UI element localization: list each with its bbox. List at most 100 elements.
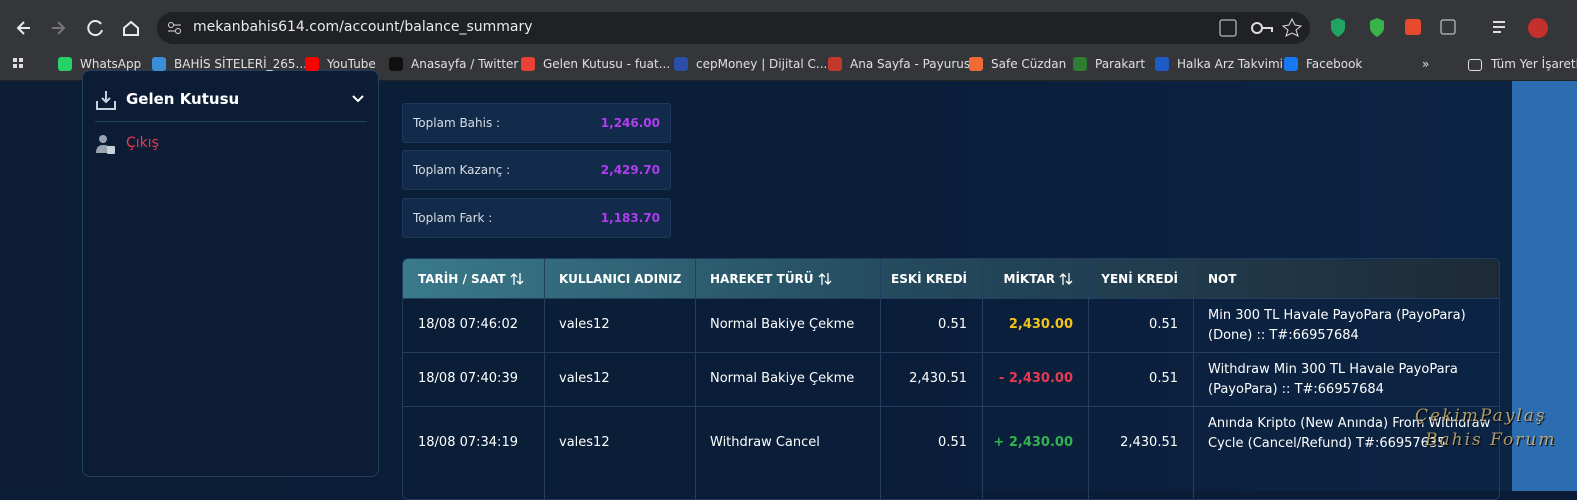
bookmark-icon <box>389 57 403 71</box>
browser-toolbar: mekanbahis614.com/account/balance_summar… <box>0 0 1577 50</box>
table-header: TARİH / SAAT KULLANICI ADINIZ HAREKET TÜRÜ… <box>403 259 1499 298</box>
cell: 2,430.51 <box>1120 435 1178 450</box>
bookmark-icon <box>152 57 166 71</box>
bookmark-icon <box>1073 57 1087 71</box>
summary-label: Toplam Bahis : <box>413 116 501 130</box>
inbox-icon <box>96 91 116 110</box>
note-cell: Min 300 TL Havale PayoPara (PayoPara) (D… <box>1208 308 1466 343</box>
toolbar-icons[interactable] <box>1215 14 1577 42</box>
summary-box: Toplam Fark : 1,183.70 <box>402 198 671 238</box>
column-header[interactable]: HAREKET TÜRÜ <box>710 272 832 286</box>
summary-label: Toplam Kazanç : <box>413 163 511 177</box>
bookmark-icon <box>674 57 688 71</box>
cell: vales12 <box>559 371 610 386</box>
header-label: HAREKET TÜRÜ <box>710 272 814 286</box>
column-header: KULLANICI ADINIZ <box>559 272 681 286</box>
side-strip <box>1512 81 1577 491</box>
menu-item[interactable]: Çıkış <box>126 135 159 151</box>
bookmark[interactable]: Halka Arz Takvimi <box>1177 57 1283 71</box>
header-label: MİKTAR <box>1003 272 1056 286</box>
cell: 0.51 <box>938 317 967 332</box>
column-divider <box>1088 259 1089 499</box>
bookmark[interactable]: Facebook <box>1306 57 1363 71</box>
watermark: ÇekimPaylaş Bahis Forum <box>1415 404 1556 452</box>
bookmark-icon <box>58 57 72 71</box>
address-bar[interactable] <box>157 12 1310 44</box>
summary-label: Toplam Fark : <box>413 211 493 225</box>
cell: 18/08 07:40:39 <box>418 371 518 386</box>
header-label: YENİ KREDİ <box>1101 272 1178 286</box>
column-header[interactable]: MİKTAR <box>1004 272 1074 286</box>
cell: Normal Bakiye Çekme <box>710 371 855 386</box>
bookmark-icon <box>828 57 842 71</box>
cell: 0.51 <box>1149 371 1178 386</box>
all-bookmarks[interactable]: Tüm Yer İşaretl <box>1491 57 1577 71</box>
header-label: TARİH / SAAT <box>418 272 506 286</box>
bookmark[interactable]: Ana Sayfa - Payurus <box>850 57 971 71</box>
bookmark[interactable]: Safe Cüzdan <box>991 57 1067 71</box>
cell: 0.51 <box>938 435 967 450</box>
cell: 18/08 07:46:02 <box>418 317 518 332</box>
note-cell: Anında Kripto (New Anında) From Withdraw… <box>1208 416 1491 451</box>
header-label: NOT <box>1208 272 1237 286</box>
watermark-line: Bahis Forum <box>1425 430 1557 450</box>
cell: 0.51 <box>1149 317 1178 332</box>
apps-icon[interactable] <box>12 57 32 73</box>
row-divider <box>403 298 1499 299</box>
cell: 18/08 07:34:19 <box>418 435 518 450</box>
column-divider <box>880 259 881 499</box>
bookmark[interactable]: Parakart <box>1095 57 1146 71</box>
column-header[interactable]: TARİH / SAAT <box>418 272 524 286</box>
bookmark[interactable]: YouTube <box>327 57 376 71</box>
logout-icon <box>96 135 115 154</box>
cell: Withdraw Cancel <box>710 435 820 450</box>
bookmark[interactable]: BAHİS SİTELERİ_265... <box>174 57 307 71</box>
amount-cell: 2,430.00 <box>1008 317 1073 332</box>
amount-cell: + 2,430.00 <box>993 435 1073 450</box>
bookmark-icon <box>305 57 319 71</box>
sort-icon[interactable] <box>1059 272 1073 286</box>
summary-value: 1,246.00 <box>600 116 660 130</box>
note-cell: Withdraw Min 300 TL Havale PayoPara (Pay… <box>1208 362 1458 397</box>
column-header: NOT <box>1208 272 1236 286</box>
url: mekanbahis614.com/account/balance_summar… <box>193 19 533 35</box>
bookmark[interactable]: Anasayfa / Twitter <box>411 57 519 71</box>
menu-item[interactable]: Gelen Kutusu <box>126 90 240 108</box>
bookmark[interactable]: WhatsApp <box>80 57 142 71</box>
cell: Normal Bakiye Çekme <box>710 317 855 332</box>
row-divider <box>403 352 1499 353</box>
cell: vales12 <box>559 435 610 450</box>
cell: 2,430.51 <box>909 371 967 386</box>
sidebar: Gelen Kutusu Çıkış <box>82 70 379 477</box>
bookmark[interactable]: Gelen Kutusu - fuat... <box>543 57 671 71</box>
chevron[interactable] <box>351 93 365 105</box>
bookmark-icon <box>1284 57 1298 71</box>
bookmark-icon <box>1155 57 1169 71</box>
summary-value: 2,429.70 <box>600 163 660 177</box>
transactions-table: TARİH / SAAT KULLANICI ADINIZ HAREKET TÜRÜ… <box>402 258 1500 500</box>
bookmark-icon <box>969 57 983 71</box>
bookmark-icon <box>521 57 535 71</box>
header-label: KULLANICI ADINIZ <box>559 272 682 286</box>
summary-box: Toplam Kazanç : 2,429.70 <box>402 150 671 190</box>
sort-icon[interactable] <box>818 272 832 286</box>
column-divider <box>544 259 545 499</box>
summary-box: Toplam Bahis : 1,246.00 <box>402 103 671 143</box>
header-label: ESKİ KREDİ <box>891 272 967 286</box>
site-info-icon[interactable] <box>165 18 185 38</box>
column-divider <box>982 259 983 499</box>
amount-cell: - 2,430.00 <box>998 371 1073 386</box>
more-bookmarks[interactable]: » <box>1422 57 1430 71</box>
cell: vales12 <box>559 317 610 332</box>
watermark-line: ÇekimPaylaş <box>1415 406 1547 426</box>
nav-buttons[interactable] <box>0 0 150 50</box>
separator <box>95 121 367 122</box>
bookmark[interactable]: cepMoney | Dijital C... <box>696 57 828 71</box>
column-header: ESKİ KREDİ <box>891 272 967 286</box>
column-divider <box>695 259 696 499</box>
column-divider <box>1193 259 1194 499</box>
sort-icon[interactable] <box>510 272 524 286</box>
summary-value: 1,183.70 <box>600 211 660 225</box>
folder-icon <box>1468 59 1482 71</box>
